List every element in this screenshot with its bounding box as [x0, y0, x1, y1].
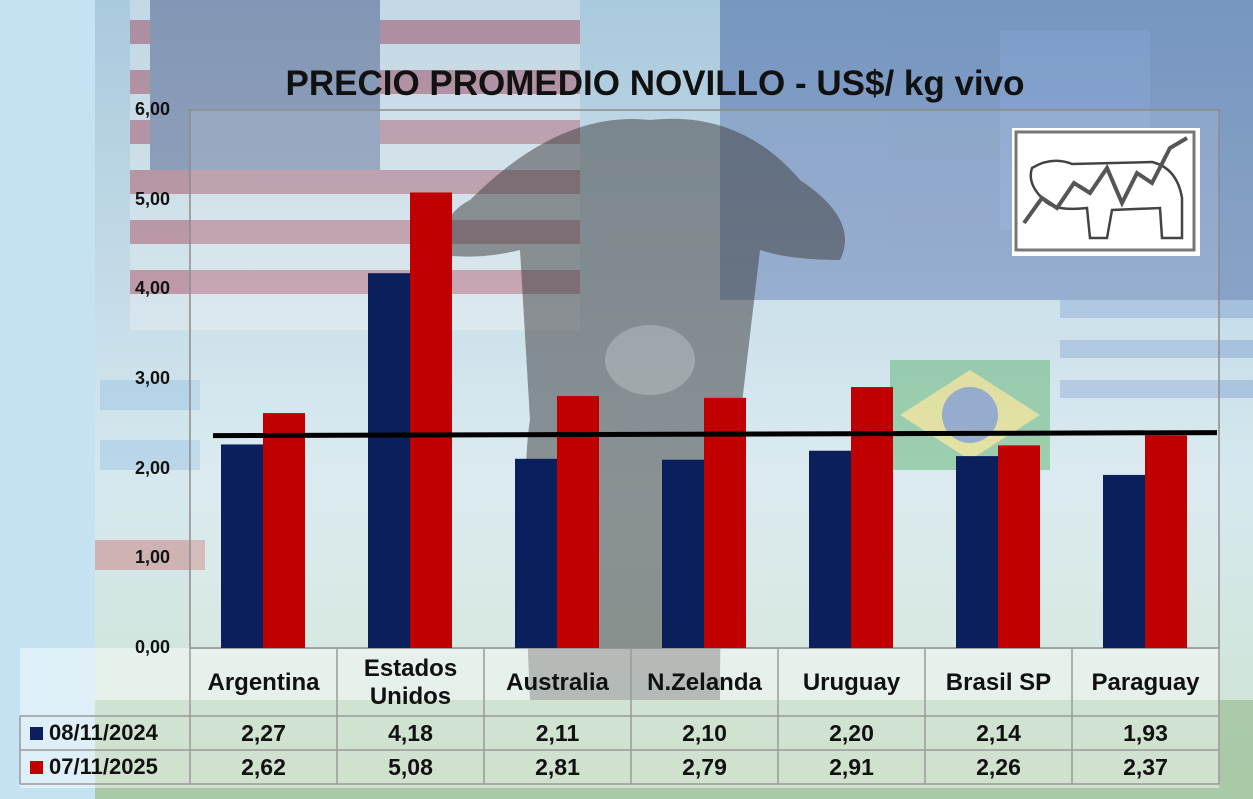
y-tick-label: 0,00: [134, 637, 170, 657]
legend-row-1: 08/11/2024: [30, 716, 158, 750]
bar-1-5: [956, 456, 998, 648]
data-label-series-2: 2,91: [829, 754, 874, 780]
data-label-series-1: 2,20: [829, 720, 874, 746]
category-label: Uruguay: [802, 669, 901, 696]
y-tick-label: 4,00: [134, 278, 170, 299]
category-label: N.Zelanda: [647, 669, 762, 696]
data-label-series-2: 2,81: [535, 754, 580, 780]
bar-2-4: [851, 387, 893, 648]
category-label: Estados Unidos: [363, 655, 458, 710]
bar-1-6: [1103, 474, 1145, 648]
chart-title: PRECIO PROMEDIO NOVILLO - US$/ kg vivo: [285, 64, 1025, 103]
bar-2-5: [998, 445, 1040, 648]
us-flag: [130, 0, 580, 330]
data-label-series-2: 2,79: [682, 754, 727, 780]
y-tick-label: 3,00: [134, 368, 170, 388]
data-label-series-1: 2,27: [241, 720, 286, 746]
reference-line-group: [212, 430, 1218, 439]
bar-2-1: [410, 192, 452, 648]
legend-label-series-2: 07/11/2025: [49, 754, 158, 779]
data-label-series-2: 2,62: [241, 754, 286, 780]
data-label-series-1: 1,93: [1123, 720, 1168, 746]
category-label: Argentina: [207, 669, 320, 696]
data-label-series-1: 4,18: [388, 720, 433, 746]
bar-1-4: [809, 450, 851, 648]
bar-2-3: [704, 397, 746, 648]
bars: [221, 192, 1187, 648]
legend-row-2: 07/11/2025: [30, 750, 158, 784]
legend-label-series-1: 08/11/2024: [49, 720, 158, 745]
category-label: Brasil SP: [945, 669, 1052, 696]
bar-2-0: [263, 413, 305, 648]
category-label: Australia: [506, 669, 609, 696]
category-label: Paraguay: [1091, 669, 1200, 696]
data-table-grid: [19, 648, 1220, 785]
bar-1-1: [368, 273, 410, 648]
data-label-series-2: 2,26: [976, 754, 1021, 780]
bar-1-0: [221, 444, 263, 648]
legend-swatch-series-2: [30, 760, 43, 774]
bar-1-3: [662, 459, 704, 648]
y-tick-label: 5,00: [134, 188, 170, 209]
data-label-series-1: 2,14: [976, 720, 1021, 746]
bar-2-6: [1145, 435, 1187, 648]
y-tick-label: 6,00: [134, 99, 170, 119]
data-label-series-1: 2,11: [535, 720, 580, 746]
uruguay-flag: [1060, 300, 1253, 398]
data-label-series-2: 5,08: [388, 754, 433, 780]
data-label-series-2: 2,37: [1123, 754, 1168, 780]
bar-2-2: [557, 396, 599, 648]
legend-swatch-series-1: [30, 726, 43, 740]
argentina-flag: [95, 380, 205, 570]
data-label-series-1: 2,10: [682, 720, 727, 746]
bar-1-2: [515, 458, 557, 648]
reference-line: [212, 430, 1218, 439]
y-tick-label: 1,00: [134, 547, 170, 568]
y-tick-label: 2,00: [134, 457, 170, 478]
table-tint: [20, 648, 1219, 788]
logo: [1012, 128, 1200, 256]
